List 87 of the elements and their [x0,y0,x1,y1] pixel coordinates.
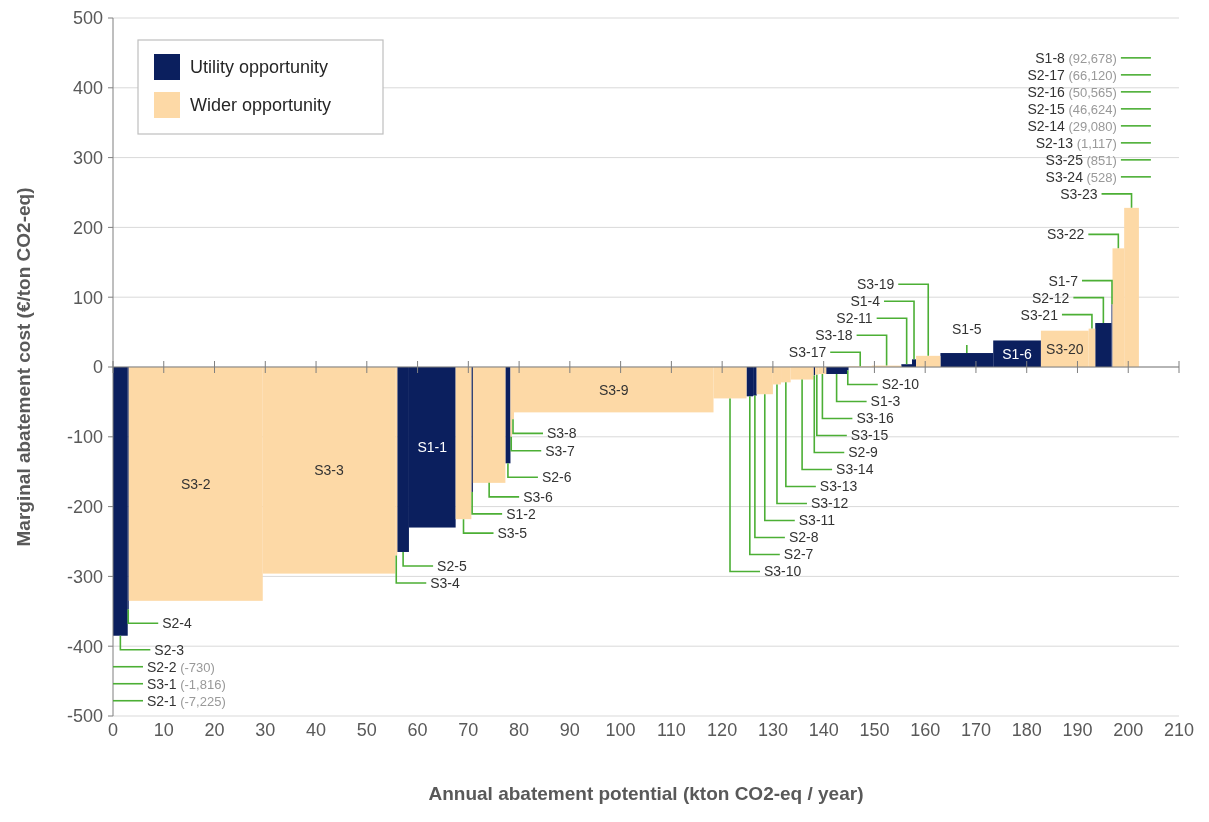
annotation: S2-14 (29,080) [1027,117,1117,134]
annotation: S1-3 [870,393,901,410]
annotation: S3-6 [523,488,553,505]
y-tick-label: 500 [72,8,103,29]
x-tick-label: 170 [960,720,991,740]
annotation: S1-7 [1048,272,1079,289]
annotation: S3-11 [798,512,836,529]
annotation: S3-24 (528) [1045,168,1117,185]
annotation: S3-21 [1020,306,1059,323]
annotation: S2-10 [881,376,920,393]
y-tick-label: 400 [72,78,103,99]
x-tick-label: 120 [707,720,738,740]
x-tick-label: 130 [757,720,788,740]
legend-label: Utility opportunity [190,57,329,78]
x-tick-label: 110 [657,720,686,740]
annotation: S2-11 [836,310,873,327]
annotation: S2-7 [783,546,814,563]
annotation: S1-5 [952,320,982,337]
annotation: S3-4 [430,574,461,591]
x-tick-label: 80 [509,720,530,740]
annotation: S2-12 [1032,289,1070,306]
annotation: S3-22 [1046,226,1085,243]
x-tick-label: 90 [559,720,580,740]
annotation: S2-17 (66,120) [1027,66,1117,83]
x-tick-label: 160 [910,720,941,740]
x-tick-label: 210 [1163,720,1195,740]
y-tick-label: 200 [72,217,103,238]
annotation: S2-15 (46,624) [1027,100,1117,117]
annotation: S3-12 [810,495,849,512]
annotation: S3-9 [598,381,629,398]
annotation: S2-8 [788,529,819,546]
annotation: S3-14 [836,461,874,478]
annotation: S3-3 [314,462,344,479]
x-tick-label: 20 [204,720,225,740]
y-tick-label: -400 [66,636,103,657]
annotation: S3-2 [180,475,211,492]
annotation: S3-13 [819,478,858,495]
y-tick-label: -100 [66,427,103,448]
x-tick-label: 180 [1011,720,1042,740]
annotation: S3-16 [856,410,894,427]
x-tick-label: 0 [107,720,119,740]
x-tick-label: 70 [458,720,479,740]
annotation: S2-13 (1,117) [1035,134,1117,151]
annotation: S3-18 [815,327,853,344]
x-axis-title: Annual abatement potential (kton CO2-eq / year) [428,783,864,804]
y-tick-label: -500 [66,706,103,727]
annotation: S3-5 [497,525,528,542]
x-tick-label: 10 [153,720,174,740]
annotation: S3-10 [764,563,802,580]
x-tick-label: 40 [306,720,327,740]
annotation: S3-1 (-1,816) [147,675,226,692]
x-tick-label: 140 [808,720,839,740]
x-tick-label: 60 [407,720,428,740]
annotation: S2-9 [848,444,879,461]
x-tick-label: 50 [356,720,377,740]
annotation: S3-25 (851) [1045,151,1117,168]
annotation: S2-6 [541,469,572,486]
y-tick-label: -300 [66,566,103,587]
annotation: S2-2 (-730) [147,658,215,675]
legend-label: Wider opportunity [190,95,332,116]
y-tick-label: 0 [92,357,103,378]
annotation: S3-19 [856,276,895,293]
annotation: S1-6 [1002,345,1033,362]
annotation: S1-1 [417,439,448,456]
annotation: S2-1 (-7,225) [147,692,226,709]
y-tick-label: -200 [66,496,103,517]
x-tick-label: 100 [605,720,636,740]
annotation: S3-7 [545,442,576,459]
annotation: S3-17 [788,344,827,361]
annotation: S2-3 [154,641,185,658]
annotation: S2-5 [437,557,467,574]
y-tick-label: 100 [72,287,103,308]
x-tick-label: 200 [1113,720,1144,740]
annotation: S3-8 [547,425,577,442]
x-tick-label: 150 [859,720,890,740]
y-axis-title: Marginal abatement cost (€/ton CO2-eq) [13,187,34,547]
x-tick-label: 190 [1062,720,1093,740]
annotation: S2-16 (50,565) [1027,83,1117,100]
annotation: S3-20 [1046,340,1084,357]
annotation: S3-15 [850,427,889,444]
annotation: S3-23 [1060,185,1098,202]
x-tick-label: 30 [255,720,276,740]
annotation: S2-4 [162,615,193,632]
annotation: S1-4 [850,293,881,310]
annotation: S1-2 [506,505,536,522]
annotation: S1-8 (92,678) [1035,49,1117,66]
y-tick-label: 300 [72,147,103,168]
